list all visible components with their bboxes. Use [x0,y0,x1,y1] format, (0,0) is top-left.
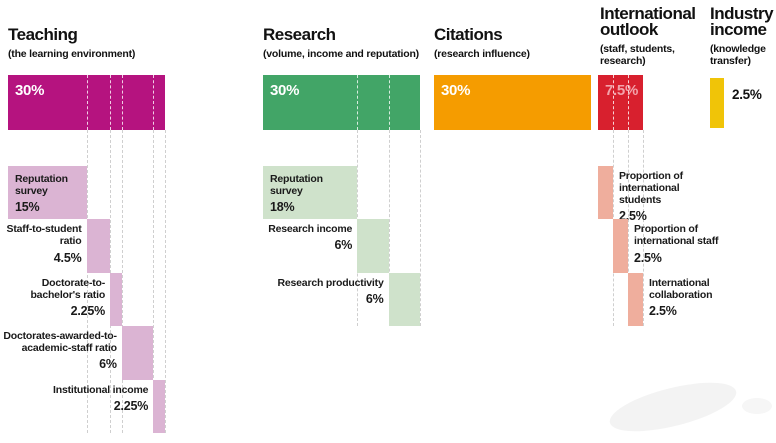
segment-label-teaching-0: Reputation survey 15% [15,173,83,213]
segment-label-research-1: Research income 6% [255,223,352,251]
column-title-teaching: Teaching [8,25,78,44]
column-title-research: Research [263,25,336,44]
guide-line [153,130,155,433]
segment-percent: 4.5% [53,250,82,265]
column-subtitle-industry-income: (knowledge transfer) [710,43,766,67]
sub-bar-research-1 [357,219,389,273]
segment-divider [388,75,390,130]
segment-percent: 2.25% [113,398,149,413]
total-bar-international-outlook: 7.5% [598,75,643,130]
segment-name: Research productivity [277,276,384,289]
segment-label-international-outlook-0: Proportion of international students 2.5% [619,170,715,224]
column-subtitle-research: (volume, income and reputation) [263,48,419,60]
sub-bar-teaching-3 [121,326,154,380]
segment-divider [121,75,123,130]
sub-bar-teaching-0: Reputation survey 15% [8,166,87,220]
segment-label-teaching-1: Staff-to-student ratio 4.5% [0,223,82,263]
total-label-teaching: 30% [15,82,45,99]
segment-label-teaching-4: Institutional income 2.25% [30,384,148,412]
segment-divider [86,75,88,130]
segment-name: Staff-to-student ratio [6,223,82,248]
segment-name: Institutional income [53,383,149,396]
sub-bar-research-2 [388,272,420,327]
segment-percent: 6% [334,238,353,253]
segment-name: Proportion of international staff [634,223,719,248]
segment-percent: 6% [99,357,117,372]
sub-bar-international-outlook-0 [598,166,613,220]
segment-divider [110,75,112,130]
column-subtitle-international-outlook: (staff, students, research) [600,43,675,67]
guide-line [420,130,421,327]
guide-line [628,130,629,327]
segment-divider [153,75,155,130]
guide-line [86,130,88,433]
segment-name: International collaboration [649,276,713,301]
sub-bar-research-0: Reputation survey 18% [263,166,358,220]
segment-label-research-2: Research productivity 6% [266,277,384,305]
segment-percent: 2.5% [649,303,677,318]
total-bar-research: 30% [263,75,420,130]
segment-name: Proportion of international students [619,170,683,207]
segment-divider [613,75,614,130]
segment-name: Reputation survey [15,173,68,198]
total-label-international-outlook: 7.5% [605,82,638,99]
segment-percent: 2.5% [619,209,647,224]
segment-label-international-outlook-1: Proportion of international staff 2.5% [634,223,730,263]
segment-divider [628,75,629,130]
segment-label-research-0: Reputation survey 18% [270,173,353,213]
segment-label-teaching-2: Doctorate-to-bachelor's ratio 2.25% [0,277,105,317]
sub-bar-international-outlook-2 [628,272,643,327]
segment-percent: 2.25% [70,303,106,318]
sub-bar-teaching-4 [153,379,165,433]
segment-name: Reputation survey [270,173,323,198]
sub-bar-teaching-2 [110,272,122,327]
guide-line [165,130,166,433]
column-subtitle-citations: (research influence) [434,48,530,60]
total-bar-citations: 30% [434,75,591,130]
segment-percent: 18% [270,200,295,215]
guide-line [388,130,390,327]
guide-line [643,130,644,327]
segment-name: Research income [268,223,353,236]
total-bar-teaching: 30% [8,75,165,130]
segment-label-teaching-3: Doctorates-awarded-to-academic-staff rat… [0,330,117,370]
segment-label-international-outlook-2: International collaboration 2.5% [649,277,745,317]
total-label-research: 30% [270,82,300,99]
sub-bar-international-outlook-1 [613,219,628,273]
column-title-citations: Citations [434,25,503,44]
watermark-smudge [605,372,741,442]
segment-percent: 6% [365,291,384,306]
segment-percent: 2.5% [634,250,662,265]
guide-line [121,130,123,433]
watermark-smudge [742,398,772,414]
column-title-industry-income: Industry income [710,4,774,40]
sub-bar-teaching-1 [86,219,111,273]
column-title-international-outlook: International outlook [600,4,696,40]
segment-divider [357,75,359,130]
segment-name: Doctorates-awarded-to-academic-staff rat… [3,330,117,355]
total-label-citations: 30% [441,82,471,99]
total-bar-industry-income [710,78,724,128]
segment-percent: 15% [15,200,40,215]
column-subtitle-teaching: (the learning environment) [8,48,136,60]
segment-name: Doctorate-to-bachelor's ratio [30,276,106,301]
total-label-industry-income: 2.5% [732,87,762,102]
